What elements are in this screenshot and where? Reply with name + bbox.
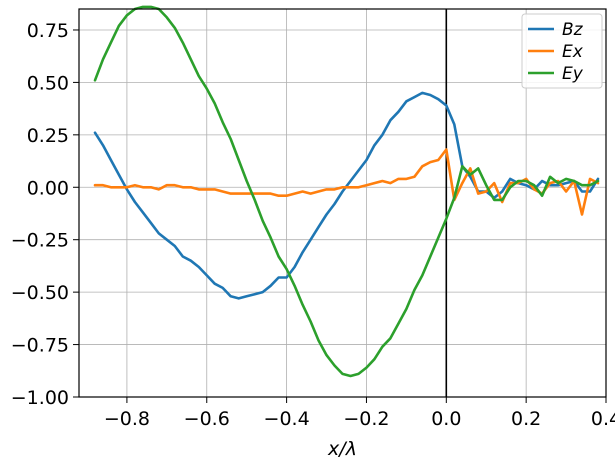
x-axis-label: x/λ — [327, 438, 357, 460]
series-line-ey — [93, 5, 600, 378]
series-layer — [93, 5, 600, 378]
y-tick-label: −0.75 — [11, 335, 69, 357]
x-tick-label: −0.8 — [104, 408, 150, 430]
x-axis-ticks: −0.8 −0.6 −0.4 −0.2 0.0 0.2 0.4 — [104, 397, 615, 430]
y-tick-label: −1.00 — [11, 387, 69, 409]
series-line-bz — [93, 91, 600, 300]
x-tick-label: 0.2 — [511, 408, 541, 430]
x-tick-label: 0.0 — [431, 408, 461, 430]
y-axis-ticks: 0.75 0.50 0.25 0.00 −0.25 −0.50 −0.75 −1.00 — [11, 20, 79, 409]
y-tick-label: 0.25 — [27, 125, 69, 147]
plot-frame — [78, 8, 607, 398]
y-tick-label: 0.00 — [27, 177, 69, 199]
legend-label-ey: Ey — [562, 64, 584, 84]
y-tick-label: 0.50 — [27, 72, 69, 94]
legend-label-ex: Ex — [562, 42, 584, 62]
x-tick-label: −0.2 — [343, 408, 389, 430]
legend-box — [521, 13, 603, 89]
y-tick-label: −0.25 — [11, 230, 69, 252]
x-tick-label: 0.4 — [591, 408, 615, 430]
legend-label-bz: Bz — [562, 20, 584, 40]
x-tick-label: −0.4 — [264, 408, 310, 430]
y-tick-label: 0.75 — [27, 20, 69, 42]
x-tick-label: −0.6 — [184, 408, 230, 430]
y-tick-label: −0.50 — [11, 282, 69, 304]
